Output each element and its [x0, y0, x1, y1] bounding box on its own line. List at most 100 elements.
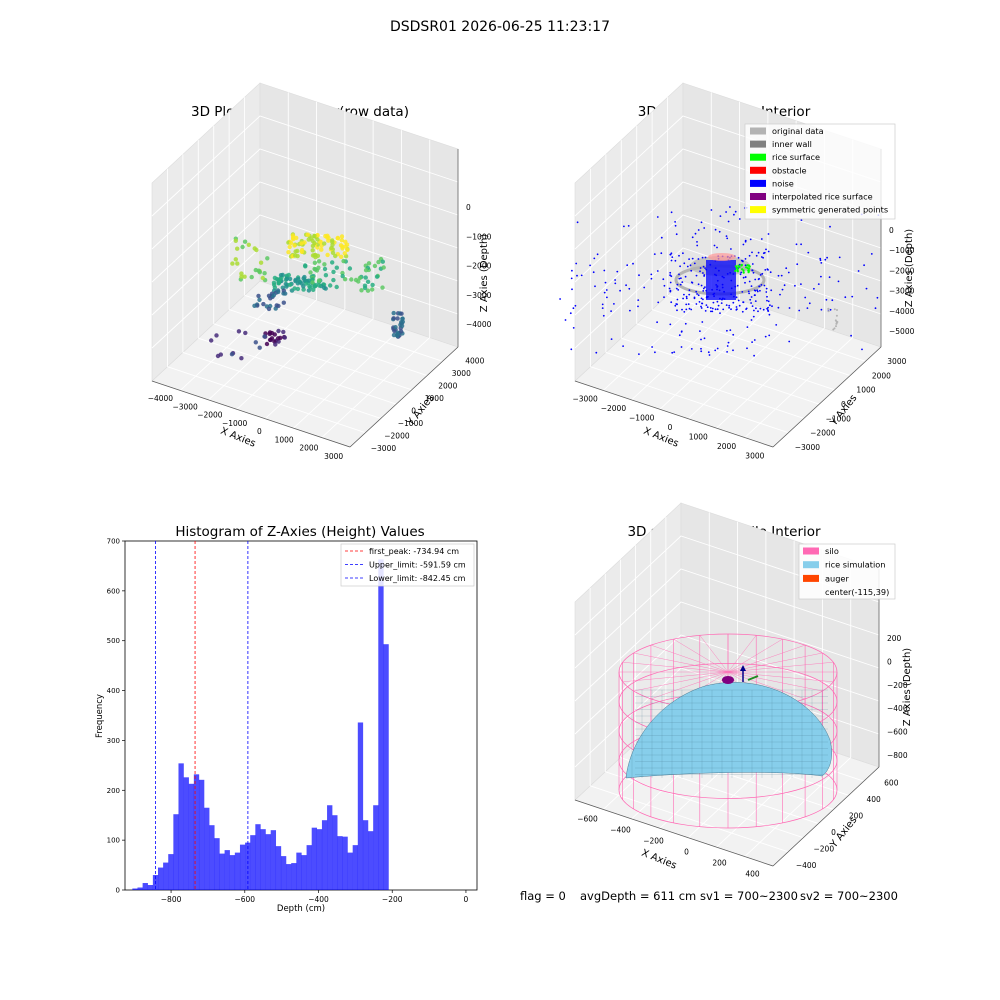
noise-point [572, 327, 575, 329]
noise-point [626, 264, 629, 267]
hist-bar [265, 834, 271, 890]
hist-bar [378, 559, 384, 890]
grid-line [167, 366, 366, 434]
hist-bar [204, 807, 210, 890]
noise-point [691, 257, 694, 260]
data-point [239, 271, 244, 276]
data-point [264, 341, 270, 347]
raw-axes-box [151, 82, 459, 448]
sim-zlabel: Z Axies (Depth) [902, 648, 913, 726]
noise-point [670, 211, 673, 214]
x-tick-label: 3000 [324, 452, 343, 461]
noise-point [669, 271, 672, 274]
noise-point [777, 306, 780, 309]
noise-point [704, 267, 706, 269]
noise-point [614, 279, 616, 281]
hist-bar [193, 774, 200, 890]
noise-point [876, 296, 879, 299]
data-point [334, 265, 339, 270]
noise-point [695, 290, 698, 293]
data-point [398, 329, 404, 334]
noise-point [716, 347, 719, 350]
noise-point [696, 244, 699, 247]
data-point [312, 266, 317, 272]
noise-point [711, 288, 713, 291]
noise-point [688, 258, 690, 260]
noise-point [758, 277, 760, 280]
data-point [306, 237, 311, 242]
legend-label: rice surface [772, 152, 820, 162]
hist-bar [306, 845, 312, 890]
data-point [391, 332, 397, 338]
data-point [330, 250, 336, 255]
noise-point [750, 296, 753, 298]
x-tick-label: −2000 [197, 411, 223, 420]
data-point [315, 237, 320, 242]
noise-point [570, 277, 573, 280]
noise-point [787, 271, 790, 274]
x-tick-label: −200 [382, 895, 403, 904]
grid-line [198, 337, 397, 405]
noise-point [831, 299, 834, 302]
data-point [322, 262, 327, 267]
grid-line [574, 601, 880, 702]
y-tick-label: −200 [814, 844, 835, 853]
noise-point [697, 258, 700, 260]
x-tick-label: 200 [712, 859, 727, 868]
noise-point [779, 293, 781, 296]
noise-point [783, 284, 786, 287]
data-point [297, 279, 302, 285]
noise-point [712, 301, 715, 304]
noise-point [748, 254, 751, 257]
raw-tick-labels: −4000−3000−2000−10000100020003000−3000−2… [148, 203, 492, 461]
noise-point [733, 213, 735, 216]
silo-spoke [727, 671, 834, 682]
noise-point [759, 274, 762, 276]
noise-point [651, 346, 653, 348]
hist-bar [173, 814, 179, 890]
hist-bar [316, 829, 323, 890]
hist-bars [132, 559, 389, 890]
data-point [291, 236, 296, 242]
noise-point [678, 334, 681, 337]
z-tick-label: −2000 [466, 262, 492, 271]
data-point [293, 249, 298, 254]
noise-point [632, 262, 634, 265]
noise-point [716, 285, 719, 288]
data-point [295, 286, 301, 292]
noise-point [695, 274, 698, 277]
rice-simulation-surface [625, 682, 832, 779]
noise-point [714, 273, 716, 276]
noise-point [767, 306, 769, 309]
noise-point [705, 296, 708, 299]
noise-point [678, 273, 680, 276]
data-point [325, 252, 330, 258]
data-point [391, 316, 396, 321]
noise-point [603, 269, 606, 272]
noise-point [742, 301, 744, 303]
data-point [316, 259, 322, 264]
data-point [269, 336, 275, 341]
noise-point [709, 263, 712, 266]
data-point [301, 287, 306, 292]
noise-point [700, 350, 703, 353]
legend-swatch [750, 193, 766, 200]
data-point [292, 243, 297, 248]
noise-point [751, 251, 753, 254]
y-tick-label: 4000 [465, 356, 484, 365]
noise-point [656, 270, 659, 272]
data-point [218, 352, 223, 357]
y-tick-label: 300 [107, 737, 120, 745]
noise-point [682, 252, 684, 255]
noise-point [757, 251, 760, 254]
x-axis-line [151, 380, 351, 448]
hist-bar [301, 855, 307, 890]
noise-point [685, 308, 688, 311]
obstacle-points [708, 253, 736, 261]
z-tick-label: −1000 [889, 246, 915, 255]
data-point [262, 334, 267, 339]
noise-point [711, 307, 714, 310]
noise-point [736, 284, 739, 287]
noise-point [728, 304, 731, 307]
data-point [340, 246, 345, 251]
